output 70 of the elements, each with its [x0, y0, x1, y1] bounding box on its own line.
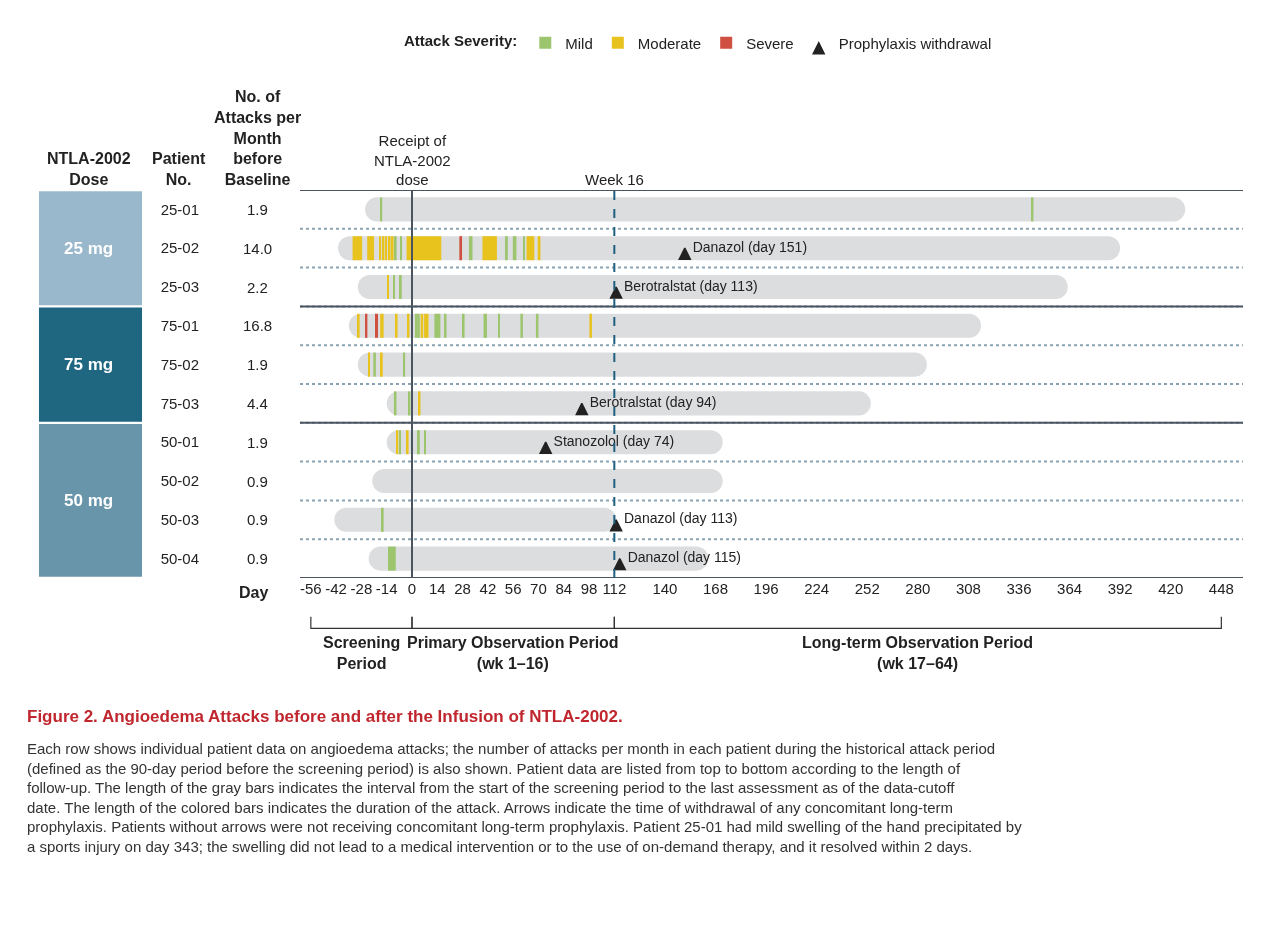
y-tick-label: 25-03	[160, 278, 199, 296]
text: 1.9	[247, 356, 268, 373]
x-tick-label: 98	[580, 580, 598, 597]
y-tick-label: 75-02	[160, 355, 199, 373]
data-label: Danazol (day 113)	[624, 510, 738, 527]
x-tick-label: 112	[602, 580, 627, 597]
y-tick-label: 50-04	[160, 549, 199, 567]
legend-title: Attack Severity:	[403, 32, 518, 49]
text: Long-term Observation Period (wk 17–64)	[802, 634, 1034, 672]
y-tick-label: 75-01	[160, 317, 199, 335]
x-tick-label: 28	[454, 580, 471, 597]
text: NTLA-2002 Dose	[47, 150, 131, 188]
y-tick-label: 50-03	[160, 511, 199, 529]
data-label: Danazol (day 151)	[692, 238, 808, 255]
x-tick-label: -14	[375, 580, 398, 597]
text: 4.4	[247, 395, 268, 412]
x-tick-label: 252	[854, 580, 880, 597]
text: 16.8	[243, 317, 273, 334]
text: 50 mg	[64, 491, 114, 510]
text: Each row shows individual patient data on angioedema attacks; the number of attacks per month in each patient during the historical attack period (defined as the 90-day period before the screening period) is also shown. Patient data are listed from top to bottom according to the length of follow-up. The length of the gray bars indicates the interval from the start of the screening period to the last assessment as of the data-cutoff date. The length of the colored bars indicates the duration of the attack. Arrows indicate the time of withdrawal of any concomitant long-term prophylaxis. Patients without arrows were not receiving concomitant long-term prophylaxis. Patient 25-01 had mild swelling of the hand precipitated by a sports injury on day 343; the swelling did not lead to a medical intervention or to the use of on-demand therapy, and it resolved within 2 days.	[27, 740, 1023, 855]
legend-label: Severe	[746, 34, 794, 52]
x-tick-label: 336	[1006, 580, 1032, 597]
x-tick-label: 56	[504, 580, 522, 597]
legend-label: Prophylaxis withdrawal	[838, 34, 992, 52]
data-label: Stanozolol (day 74)	[553, 432, 675, 449]
y-tick-label: 50-02	[160, 472, 199, 490]
text: 2.2	[247, 279, 268, 296]
y-tick-label: 50-01	[160, 433, 199, 451]
y-tick-label: 75-03	[160, 394, 199, 412]
ref-line-label: Week 16	[585, 171, 644, 188]
x-tick-label: 140	[652, 580, 678, 597]
x-tick-label: 448	[1208, 580, 1234, 597]
text: Screening Period	[323, 634, 401, 672]
data-label: Danazol (day 115)	[627, 549, 741, 566]
x-tick-label: 308	[955, 580, 981, 597]
x-tick-label: 70	[530, 580, 547, 597]
x-tick-label: 420	[1158, 580, 1184, 597]
x-tick-label: -28	[350, 580, 373, 597]
text: 0.9	[247, 550, 268, 567]
text: Primary Observation Period (wk 1–16)	[407, 634, 619, 672]
text: 25 mg	[64, 239, 114, 258]
data-label: Berotralstat (day 113)	[624, 277, 758, 294]
x-tick-label: 280	[905, 580, 931, 597]
x-tick-label: 84	[555, 580, 573, 597]
text: 14.0	[243, 240, 273, 257]
x-axis-title: Day	[239, 584, 269, 601]
ref-line-label: Receipt of NTLA-2002 dose	[374, 132, 451, 188]
x-tick-label: 0	[407, 580, 417, 597]
x-tick-label: -56	[300, 580, 322, 597]
text: 0.9	[247, 473, 268, 490]
data-label: Berotralstat (day 94)	[589, 393, 717, 410]
text: 1.9	[247, 434, 268, 451]
y-tick-label: 25-02	[160, 239, 199, 257]
x-tick-label: 14	[428, 580, 446, 597]
y-tick-label: 25-01	[160, 200, 199, 218]
x-tick-label: 392	[1107, 580, 1133, 597]
y-axis-title: Patient No.	[152, 150, 207, 188]
x-tick-label: -42	[325, 580, 347, 597]
text: No. of Attacks per Month before Baseline	[214, 88, 302, 189]
text: 1.9	[247, 201, 268, 218]
text: 75 mg	[64, 355, 114, 374]
x-tick-label: 224	[804, 580, 830, 597]
text: 0.9	[247, 511, 268, 528]
x-tick-label: 168	[702, 580, 729, 597]
x-tick-label: 42	[479, 580, 497, 597]
legend-label: Moderate	[637, 34, 702, 52]
text: Figure 2. Angioedema Attacks before and after the Infusion of NTLA-2002.	[27, 707, 623, 726]
legend-label: Mild	[565, 34, 593, 52]
x-tick-label: 196	[753, 580, 779, 597]
x-tick-label: 364	[1057, 580, 1083, 597]
